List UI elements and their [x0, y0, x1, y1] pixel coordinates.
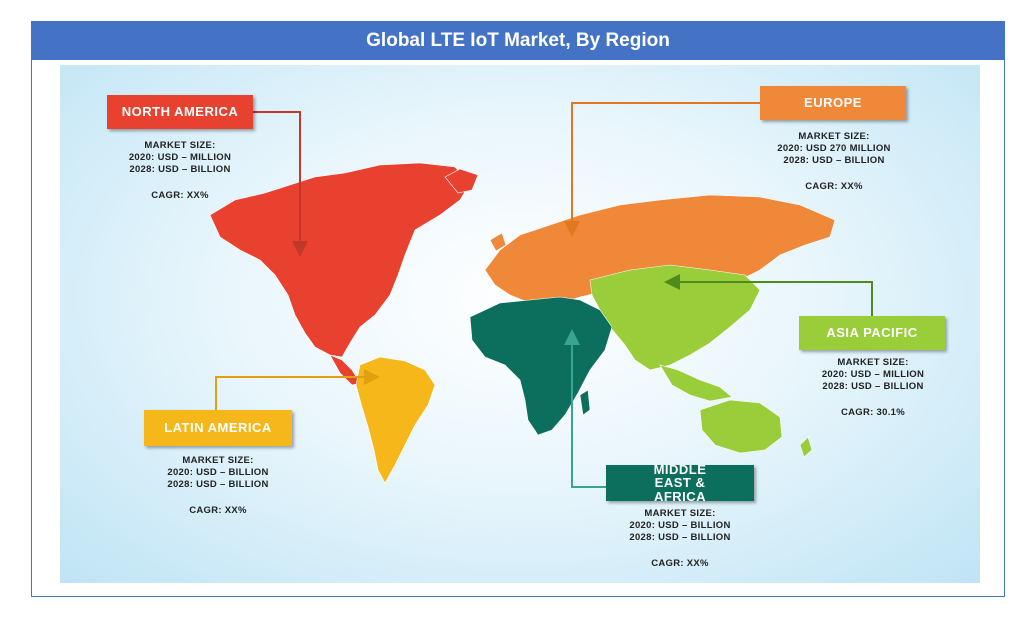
europe-2020: 2020: USD 270 MILLION	[777, 143, 891, 154]
asia-pacific-stats: MARKET SIZE: 2020: USD – MILLION 2028: U…	[805, 357, 941, 419]
latin-america-connector	[215, 369, 380, 415]
middle-east-africa-2020: 2020: USD – BILLION	[629, 520, 731, 531]
middle-east-africa-name: MIDDLE EAST & AFRICA	[653, 461, 707, 504]
latin-america-shape	[355, 356, 436, 484]
world-map-area: NORTH AMERICA MARKET SIZE: 2020: USD – M…	[60, 65, 980, 583]
middle-east-africa-stats: MARKET SIZE: 2020: USD – BILLION 2028: U…	[612, 508, 748, 570]
europe-name: EUROPE	[804, 95, 862, 111]
asia-pacific-shape	[589, 264, 761, 371]
europe-connector	[564, 102, 760, 237]
north-america-name: NORTH AMERICA	[121, 104, 239, 120]
middle-east-africa-connector	[564, 329, 608, 488]
page-title: Global LTE IoT Market, By Region	[32, 22, 1004, 60]
north-america-cagr: CAGR: XX%	[151, 190, 209, 201]
asia-pacific-connector	[664, 274, 873, 317]
asia-pacific-cagr: CAGR: 30.1%	[840, 407, 905, 418]
north-america-shape	[209, 162, 471, 358]
europe-label: EUROPE	[760, 86, 906, 120]
asia-pacific-2028: 2028: USD – BILLION	[822, 381, 924, 392]
middle-east-africa-cagr: CAGR: XX%	[651, 558, 709, 569]
north-america-2020: 2020: USD – MILLION	[128, 152, 232, 163]
middle-east-africa-shape	[469, 296, 613, 436]
europe-stats: MARKET SIZE: 2020: USD 270 MILLION 2028:…	[766, 131, 902, 193]
world-map	[209, 102, 873, 488]
latin-america-2028: 2028: USD – BILLION	[167, 479, 269, 490]
asia-pacific-name: ASIA PACIFIC	[826, 325, 918, 341]
australia-shape	[699, 399, 783, 454]
asia-pacific-2020: 2020: USD – MILLION	[821, 369, 925, 380]
latin-america-name: LATIN AMERICA	[164, 420, 272, 436]
latin-america-cagr: CAGR: XX%	[189, 505, 247, 516]
europe-2028: 2028: USD – BILLION	[783, 155, 885, 166]
middle-east-africa-market-size-label: MARKET SIZE:	[644, 508, 716, 519]
europe-cagr: CAGR: XX%	[805, 181, 863, 192]
north-america-2028: 2028: USD – BILLION	[129, 164, 231, 175]
latin-america-label: LATIN AMERICA	[144, 410, 292, 446]
north-america-label: NORTH AMERICA	[107, 95, 253, 129]
north-america-market-size-label: MARKET SIZE:	[144, 140, 216, 151]
europe-market-size-label: MARKET SIZE:	[798, 131, 870, 142]
latin-america-2020: 2020: USD – BILLION	[167, 467, 269, 478]
latin-america-stats: MARKET SIZE: 2020: USD – BILLION 2028: U…	[152, 455, 284, 517]
middle-east-africa-2028: 2028: USD – BILLION	[629, 532, 731, 543]
latin-america-market-size-label: MARKET SIZE:	[182, 455, 254, 466]
asia-pacific-market-size-label: MARKET SIZE:	[837, 357, 909, 368]
north-america-connector	[252, 111, 308, 257]
asia-pacific-label: ASIA PACIFIC	[799, 316, 945, 350]
infographic-frame: Global LTE IoT Market, By Region	[31, 21, 1005, 597]
middle-east-africa-label: MIDDLE EAST & AFRICA	[606, 461, 754, 504]
north-america-stats: MARKET SIZE: 2020: USD – MILLION 2028: U…	[115, 140, 245, 202]
